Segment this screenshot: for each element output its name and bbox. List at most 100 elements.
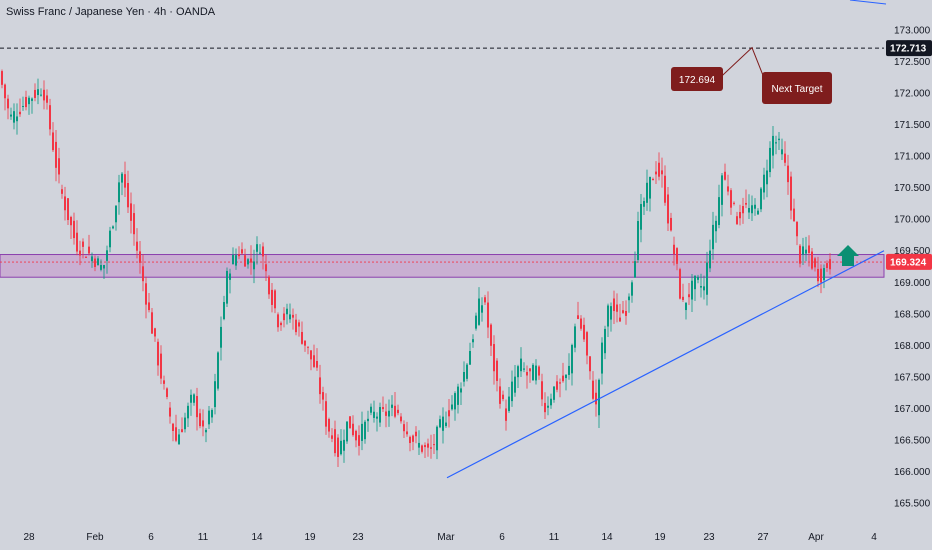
candle: [799, 244, 801, 268]
candle-body: [367, 418, 369, 422]
candle: [769, 141, 771, 178]
candle-body: [79, 250, 81, 256]
candle: [286, 303, 288, 325]
candle-body: [601, 342, 603, 374]
candle: [133, 204, 135, 246]
candle: [661, 157, 663, 188]
candle: [241, 242, 243, 255]
candle-body: [619, 317, 621, 322]
candle: [412, 434, 414, 451]
time-tick-label: 23: [352, 532, 364, 543]
candle-body: [7, 98, 9, 109]
candle-body: [577, 315, 579, 319]
candle-body: [232, 254, 234, 265]
candle: [403, 420, 405, 438]
candle-body: [565, 374, 567, 379]
time-tick-label: 14: [601, 532, 613, 543]
support-zone-layer: [0, 254, 885, 278]
candle: [739, 204, 741, 226]
candle-body: [388, 410, 390, 417]
candle-body: [133, 213, 135, 235]
candle-body: [484, 297, 486, 303]
ascending-trendline[interactable]: [446, 250, 885, 479]
price-callout-box[interactable]: [671, 67, 723, 91]
candle: [13, 103, 15, 130]
candle: [541, 373, 543, 407]
candle: [595, 379, 597, 417]
candle: [238, 246, 240, 260]
candle-body: [598, 379, 600, 416]
candle-body: [94, 258, 96, 267]
candle-body: [70, 216, 72, 226]
candle-body: [505, 408, 507, 421]
time-tick-label: 28: [23, 532, 35, 543]
price-tick-label: 167.000: [894, 404, 931, 415]
candle: [46, 89, 48, 110]
support-zone[interactable]: [0, 254, 885, 278]
candle-body: [49, 105, 51, 130]
candle-body: [229, 273, 231, 280]
candle-body: [556, 381, 558, 390]
candle: [178, 429, 180, 445]
candle-body: [580, 318, 582, 329]
candle: [304, 340, 306, 352]
offscreen-line-segment[interactable]: [849, 0, 887, 5]
candle: [589, 355, 591, 380]
candle-body: [769, 147, 771, 173]
candle: [700, 273, 702, 298]
candle-body: [673, 244, 675, 255]
candle: [421, 444, 423, 454]
candle: [481, 297, 483, 322]
candle-body: [424, 445, 426, 448]
candle-body: [136, 241, 138, 251]
candle-body: [718, 197, 720, 225]
candle-body: [760, 188, 762, 210]
candle-body: [244, 255, 246, 267]
candle: [649, 176, 651, 212]
candle: [640, 194, 642, 243]
candle: [418, 430, 420, 455]
candle: [781, 138, 783, 161]
candle-body: [691, 280, 693, 300]
candle-body: [634, 261, 636, 278]
candle: [235, 248, 237, 270]
candle-body: [331, 435, 333, 439]
candle: [694, 275, 696, 302]
candle-body: [628, 296, 630, 301]
candle-body: [418, 442, 420, 448]
candle-body: [289, 314, 291, 320]
candle-body: [502, 394, 504, 400]
candle-body: [592, 380, 594, 399]
current-price-tag: [886, 253, 932, 270]
candle-body: [613, 298, 615, 312]
candle-body: [745, 202, 747, 205]
time-tick-label: 23: [703, 532, 715, 543]
candle-body: [25, 96, 27, 108]
next-target-callout-box[interactable]: [762, 72, 832, 104]
candle: [445, 411, 447, 428]
candle-body: [61, 189, 63, 194]
candle-body: [559, 382, 561, 384]
candle-body: [223, 302, 225, 320]
up-arrow-icon[interactable]: [837, 245, 859, 266]
candle-body: [52, 132, 54, 151]
candle: [325, 393, 327, 435]
candle: [97, 256, 99, 266]
candle-body: [790, 176, 792, 211]
candle-body: [811, 251, 813, 269]
candle: [202, 409, 204, 437]
price-tick-label: 168.000: [894, 341, 931, 352]
candle-body: [181, 429, 183, 433]
candle-body: [253, 261, 255, 270]
candle: [598, 378, 600, 429]
candle-body: [193, 394, 195, 403]
candle-body: [196, 396, 198, 418]
candle: [472, 334, 474, 348]
candle: [169, 402, 171, 424]
candle-body: [109, 230, 111, 248]
candle-body: [523, 368, 525, 370]
candle-body: [13, 111, 15, 123]
time-tick-label: 19: [654, 532, 666, 543]
candle-body: [100, 265, 102, 270]
